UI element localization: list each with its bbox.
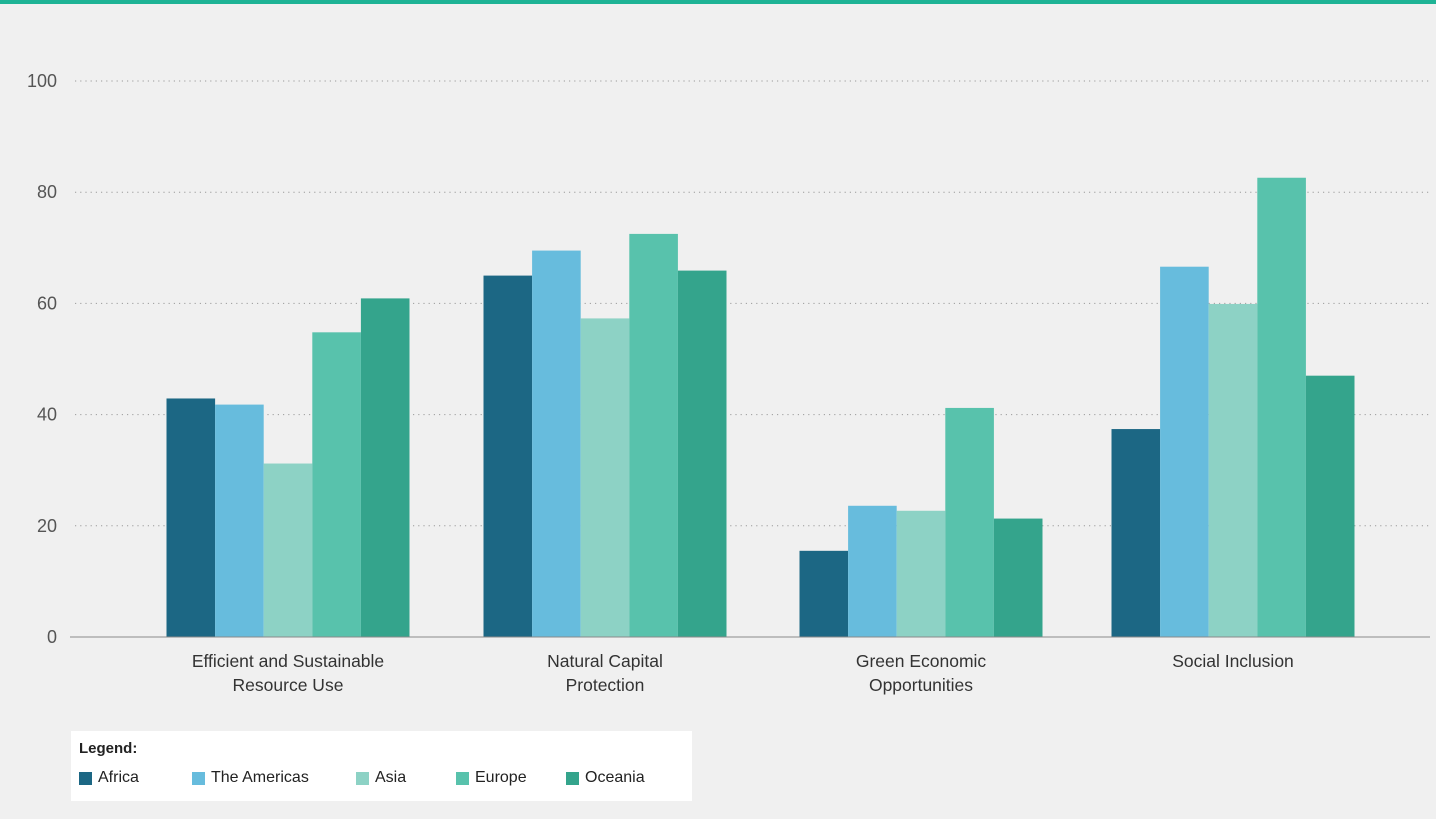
y-tick-label-100: 100: [27, 71, 57, 91]
bar-chart: 0 20 40 60 80 100 Efficient and Sustainable Re…: [27, 71, 1430, 695]
bar-the-americas-0: [215, 404, 264, 637]
bar-asia-1: [580, 318, 630, 637]
legend-title: Legend:: [79, 740, 138, 757]
bar-europe-2: [945, 407, 994, 637]
y-tick-label-80: 80: [37, 182, 57, 202]
bar-asia-0: [263, 463, 313, 637]
bar-the-americas-1: [532, 250, 581, 637]
x-category-label-1: Natural Capital Protection: [547, 651, 663, 695]
bar-europe-0: [312, 332, 361, 637]
legend-label-oceania: Oceania: [585, 769, 645, 786]
legend-item-africa: Africa: [79, 769, 192, 787]
y-tick-label-60: 60: [37, 293, 57, 313]
legend-label-africa: Africa: [98, 769, 139, 786]
x-category-label-3: Social Inclusion: [1172, 651, 1294, 671]
legend-swatch-asia: [356, 771, 369, 785]
legend-item-asia: Asia: [356, 769, 456, 787]
legend-swatch-the-americas: [192, 771, 205, 785]
legend-items: Africa The Americas Asia Europe Oceania: [79, 769, 692, 787]
legend-swatch-oceania: [566, 771, 579, 785]
bar-the-americas-3: [1160, 266, 1209, 637]
bar-oceania-0: [360, 298, 410, 637]
x-category-label-2: Green Economic Opportunities: [856, 651, 987, 695]
bar-africa-2: [799, 550, 849, 637]
bar-europe-1: [629, 233, 678, 637]
bar-europe-3: [1257, 177, 1306, 637]
y-tick-label-20: 20: [37, 516, 57, 536]
bar-oceania-2: [993, 518, 1043, 637]
bars: [166, 177, 1355, 637]
bar-africa-0: [166, 398, 216, 637]
bar-oceania-3: [1305, 375, 1355, 637]
legend: Legend: Africa The Americas Asia Europe …: [71, 731, 692, 801]
legend-item-the-americas: The Americas: [192, 769, 356, 787]
y-axis-ticks: 0 20 40 60 80 100: [27, 71, 57, 647]
legend-item-europe: Europe: [456, 769, 566, 787]
bar-the-americas-2: [848, 505, 897, 637]
bar-africa-3: [1111, 429, 1161, 637]
legend-label-asia: Asia: [375, 769, 407, 786]
legend-swatch-africa: [79, 771, 92, 785]
x-category-label-0: Efficient and Sustainable Resource Use: [192, 651, 384, 695]
legend-item-oceania: Oceania: [566, 769, 645, 787]
legend-label-europe: Europe: [475, 769, 527, 786]
accent-top-bar: [0, 0, 1436, 4]
y-tick-label-40: 40: [37, 405, 57, 425]
y-tick-label-0: 0: [47, 627, 57, 647]
legend-label-the-americas: The Americas: [211, 769, 309, 786]
legend-swatch-europe: [456, 771, 469, 785]
bar-africa-1: [483, 275, 533, 637]
bar-asia-2: [896, 510, 946, 637]
x-axis-category-labels: Efficient and Sustainable Resource Use Nat…: [192, 651, 1294, 695]
bar-oceania-1: [677, 270, 727, 637]
bar-asia-3: [1208, 303, 1258, 637]
